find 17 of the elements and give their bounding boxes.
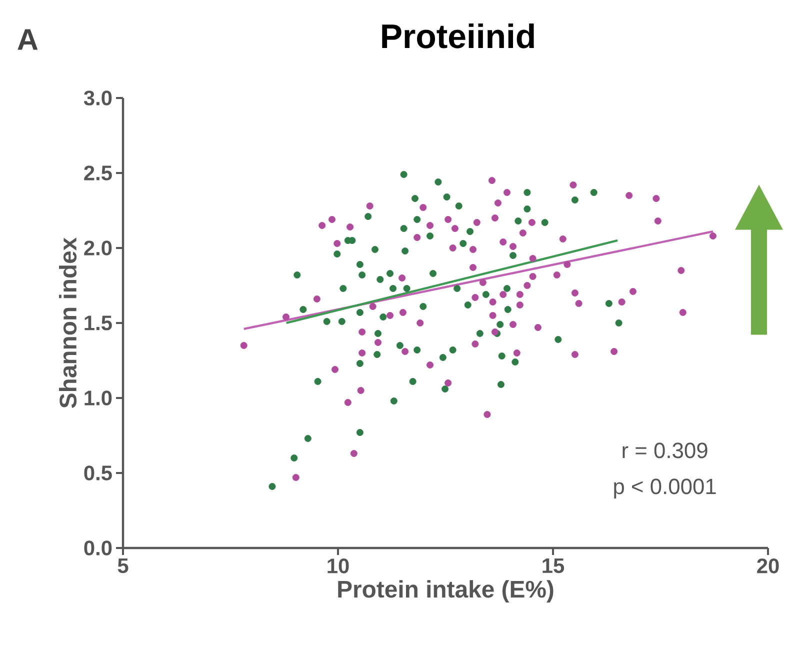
x-axis-title: Protein intake (E%) [338, 580, 554, 602]
y-tick-label: 2.5 [84, 166, 112, 180]
chart-title: Proteiinid [382, 23, 534, 48]
x-tick-label: 20 [757, 558, 779, 574]
y-tick-label: 1.5 [84, 316, 112, 330]
y-tick-label: 2.0 [84, 240, 112, 256]
annotation: r = 0.309 [622, 442, 708, 458]
annotation: p < 0.0001 [614, 478, 716, 499]
x-tick-label: 10 [328, 558, 349, 574]
x-tick-label: 15 [542, 558, 564, 574]
y-tick-label: 0.0 [84, 540, 112, 556]
x-tick-label: 5 [118, 558, 128, 574]
y-tick-label: 1.0 [84, 390, 112, 406]
y-axis-title: Shannon index [59, 237, 77, 408]
text: A [18, 29, 38, 50]
y-tick-label: 0.5 [84, 466, 112, 480]
y-tick-label: 3.0 [84, 90, 112, 106]
